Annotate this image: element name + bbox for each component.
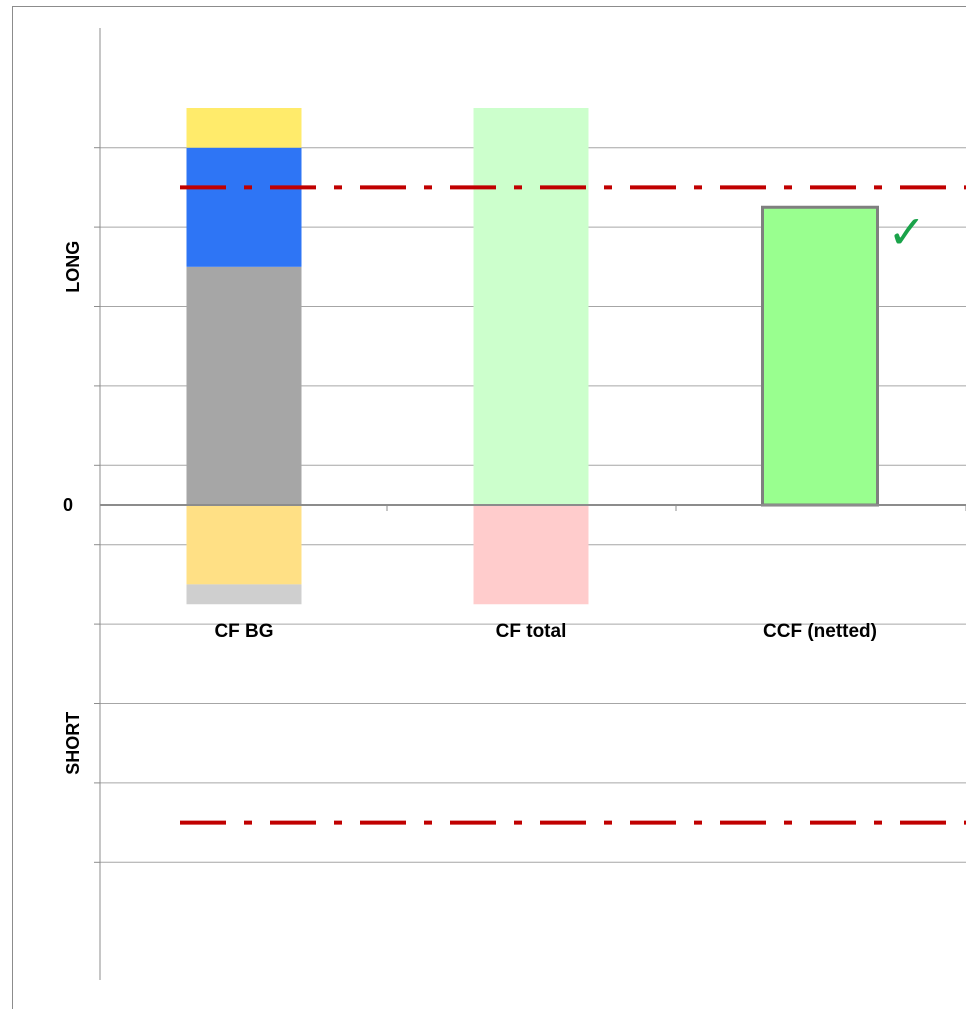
bar-segment xyxy=(473,505,589,605)
bar-segment xyxy=(761,205,879,507)
bar-segment xyxy=(186,505,302,585)
side-label-long: LONG xyxy=(63,241,83,293)
y-tick-label: 0 xyxy=(63,495,73,515)
bar-segment xyxy=(186,108,302,148)
category-label: CF BG xyxy=(214,621,273,642)
side-label-short: SHORT xyxy=(63,712,83,775)
bar-segment xyxy=(186,266,302,505)
bars xyxy=(186,108,879,605)
axes xyxy=(94,28,966,980)
chart-frame xyxy=(12,6,966,1009)
check-icon: ✓ xyxy=(888,205,927,259)
bar-segment xyxy=(186,584,302,605)
category-label: CF total xyxy=(496,621,567,642)
bar-segment xyxy=(473,108,589,505)
bar-segment xyxy=(186,147,302,267)
labels: 0 CF BG CF total CCF (netted) LONG SHORT ✓ xyxy=(63,205,926,775)
category-label: CCF (netted) xyxy=(763,621,877,642)
limit-lines xyxy=(180,185,966,825)
